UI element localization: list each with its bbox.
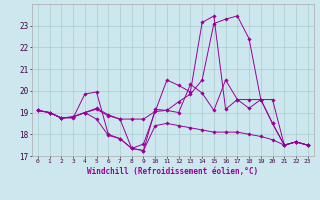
X-axis label: Windchill (Refroidissement éolien,°C): Windchill (Refroidissement éolien,°C) bbox=[87, 167, 258, 176]
